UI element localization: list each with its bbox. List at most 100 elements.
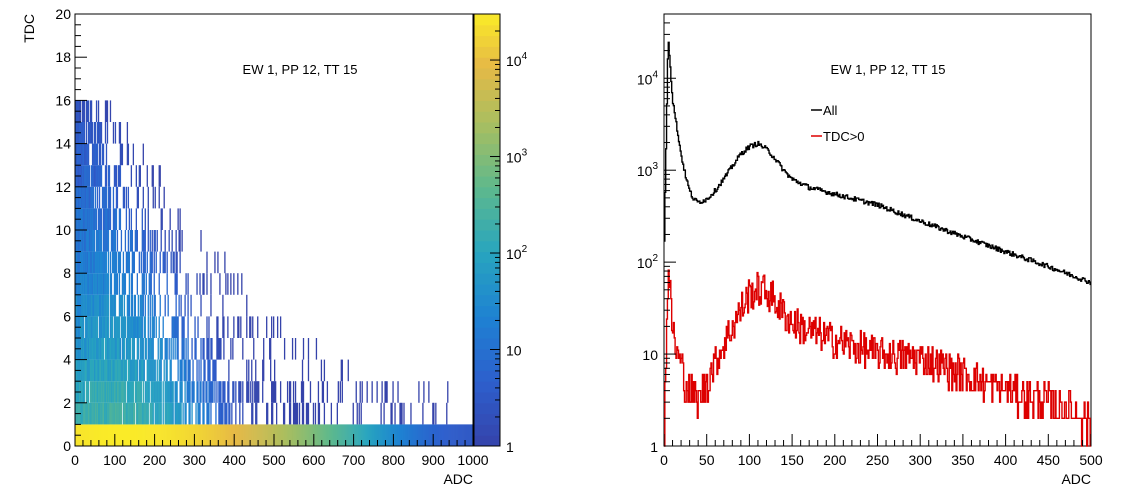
heatmap-cell [215,424,217,446]
heatmap-cell [82,424,85,446]
heatmap-cell [112,122,115,144]
heatmap-cell [82,338,85,360]
heatmap-cell [176,402,178,425]
heatmap-cell [147,208,149,230]
heatmap-cell [122,402,125,425]
heatmap-cell [369,424,371,446]
spectrum-x-axis: 0 50 100 150 200 250 300 350 400 450 500 [660,434,1103,468]
heatmap-y-axis-label: TDC [21,14,37,43]
heatmap-cell [291,338,294,360]
heatmap-cell [90,186,93,209]
heatmap-cell [106,230,109,252]
heatmap-cell [89,122,92,144]
heatmap-cell [225,424,227,446]
heatmap-cell [183,316,185,338]
heatmap-cell [97,338,100,360]
heatmap-cell [360,424,362,446]
heatmap-cell [464,424,466,446]
heatmap-cell [134,316,136,338]
heatmap-cell [126,316,129,338]
heatmap-cell [147,402,149,425]
heatmap-cell [99,381,102,403]
heatmap-cell [199,424,201,446]
heatmap-cell [192,381,194,403]
heatmap-cell [87,316,90,338]
heatmap-cell [160,402,162,425]
heatmap-cell [147,186,149,209]
heatmap-cell [116,381,119,403]
heatmap-cell [214,381,216,403]
heatmap-cell [154,186,156,209]
heatmap-cell [121,338,124,360]
heatmap-cell [216,338,218,360]
heatmap-y-tick-label: 6 [63,308,71,324]
heatmap-cell [257,381,259,403]
heatmap-cell [86,273,89,295]
heatmap-cell [102,381,105,403]
heatmap-cell [269,338,271,360]
heatmap-cell [381,424,383,446]
heatmap-cell [340,359,342,382]
heatmap-cell [131,316,134,338]
heatmap-cell [87,165,90,187]
heatmap-cell [176,338,178,360]
heatmap-cell [133,251,136,274]
colorbar-segment [474,305,500,317]
heatmap-cell [294,402,297,425]
heatmap-cell [101,294,104,317]
heatmap-cell [329,424,332,446]
heatmap-cell [317,402,320,425]
heatmap-cell [154,424,156,446]
heatmap-cell [341,424,343,446]
heatmap-cell [89,316,92,338]
heatmap-cell [118,424,121,446]
heatmap-cell [163,186,165,209]
heatmap-cell [235,424,237,446]
heatmap-cell [455,424,457,446]
heatmap-cell [168,381,170,403]
heatmap-cell [94,294,97,317]
heatmap-cell [105,316,108,338]
heatmap-cell [110,424,113,446]
heatmap-cell [311,424,314,446]
heatmap-cell [317,381,320,403]
heatmap-cell [147,316,149,338]
heatmap-cell [142,359,144,382]
heatmap-cell [267,424,269,446]
heatmap-row [75,143,144,166]
heatmap-cell [82,186,85,209]
heatmap-cell [217,316,219,338]
heatmap-cell [138,424,140,446]
heatmap-cell [113,316,116,338]
heatmap-cell [140,338,142,360]
heatmap-cell [110,402,113,425]
heatmap-cell [282,424,285,446]
heatmap-cell [359,424,361,446]
heatmap-cell [323,424,326,446]
heatmap-cell [177,402,179,425]
heatmap-cell [87,208,90,230]
heatmap-cell [96,122,99,144]
heatmap-cell [409,424,411,446]
heatmap-cell [239,381,241,403]
heatmap-cell [200,359,202,382]
heatmap-cell [370,424,372,446]
heatmap-cell [362,424,364,446]
heatmap-cell [148,424,150,446]
heatmap-cell [294,338,297,360]
heatmap-cell [93,316,96,338]
heatmap-cell [151,338,153,360]
heatmap-cell [168,230,170,252]
heatmap-cell [138,402,140,425]
heatmap-cell [216,316,218,338]
heatmap-cell [99,143,102,166]
spectrum-x-tick-label: 300 [909,452,933,468]
heatmap-cell [453,424,455,446]
heatmap-cell [105,230,108,252]
heatmap-cell [356,402,358,425]
heatmap-cell [189,359,191,382]
heatmap-cell [158,186,160,209]
heatmap-cell [313,424,316,446]
heatmap-cell [326,381,329,403]
heatmap-cell [144,424,146,446]
